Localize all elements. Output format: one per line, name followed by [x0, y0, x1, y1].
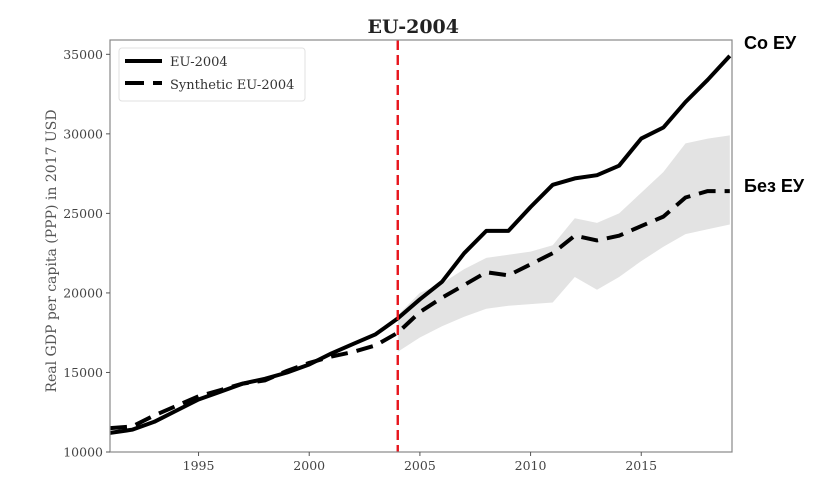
series-line-synthetic — [110, 189, 730, 431]
legend-label-synthetic: Synthetic EU-2004 — [170, 78, 294, 93]
x-tick-label: 2010 — [515, 458, 547, 473]
x-tick-label: 1995 — [183, 458, 215, 473]
y-tick-label: 15000 — [63, 365, 103, 380]
annotation-with-eu: Со ЕУ — [744, 33, 797, 53]
x-tick-label: 2000 — [293, 458, 325, 473]
legend: EU-2004 Synthetic EU-2004 — [118, 47, 306, 102]
series-line-eu2004 — [110, 54, 732, 435]
plot-frame — [109, 39, 733, 453]
x-tick-label: 2015 — [625, 458, 657, 473]
x-tick-label: 2005 — [404, 458, 436, 473]
series-layer — [110, 54, 732, 435]
legend-label-eu2004: EU-2004 — [170, 55, 228, 70]
y-tick-label: 25000 — [63, 206, 103, 221]
legend-box — [118, 47, 306, 102]
y-tick-label: 20000 — [63, 285, 103, 300]
x-axis: 1995 2000 2005 2010 2015 — [183, 452, 657, 473]
annotation-without-eu: Без ЕУ — [744, 176, 805, 196]
y-tick-label: 30000 — [63, 126, 103, 141]
y-tick-label: 10000 — [63, 445, 103, 460]
y-tick-label: 35000 — [63, 47, 103, 62]
chart-title: EU-2004 — [368, 16, 459, 38]
y-axis-label: Real GDP per capita (PPP) in 2017 USD — [44, 109, 60, 392]
y-axis: 10000 15000 20000 25000 30000 35000 — [63, 47, 110, 460]
